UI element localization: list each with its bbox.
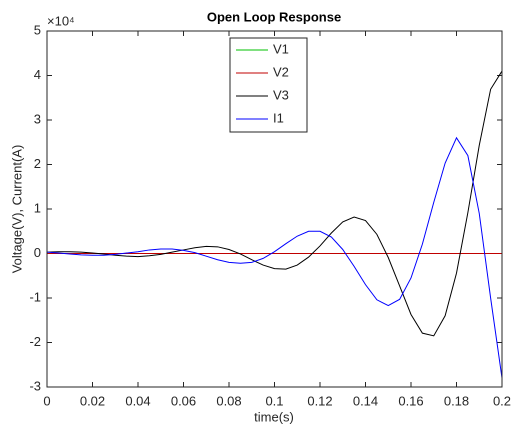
legend-label: I1 — [273, 110, 284, 125]
y-tick-label: 1 — [34, 200, 41, 215]
y-tick-label: -1 — [29, 289, 41, 304]
x-tick-label: 0.18 — [444, 393, 469, 408]
y-tick-label: 4 — [34, 67, 41, 82]
y-axis-label: Voltage(V), Current(A) — [9, 145, 24, 274]
y-exponent: ×10⁴ — [47, 13, 75, 28]
legend-label: V1 — [273, 41, 289, 56]
legend: V1 V2 V3 I1 — [229, 37, 308, 133]
y-tick-label: 3 — [34, 111, 41, 126]
legend-label: V3 — [273, 87, 289, 102]
x-tick-label: 0.2 — [493, 393, 511, 408]
y-tick-label: 0 — [34, 245, 41, 260]
legend-label: V2 — [273, 64, 289, 79]
axes-box — [46, 30, 503, 388]
y-tick-label: 5 — [34, 22, 41, 37]
line-series — [46, 70, 503, 337]
x-tick-label: 0.1 — [265, 393, 283, 408]
chart-title: Open Loop Response — [207, 9, 341, 24]
y-tick-label: -3 — [29, 378, 41, 393]
x-tick-label: 0.04 — [125, 393, 150, 408]
x-tick-label: 0.12 — [307, 393, 332, 408]
x-tick-label: 0.06 — [171, 393, 196, 408]
x-tick-label: 0.16 — [398, 393, 423, 408]
y-tick-label: -2 — [29, 334, 41, 349]
x-tick-label: 0.02 — [80, 393, 105, 408]
x-tick-label: 0.14 — [353, 393, 378, 408]
x-axis-label: time(s) — [254, 409, 294, 424]
line-series — [46, 136, 503, 379]
y-tick-label: 2 — [34, 156, 41, 171]
x-tick-label: 0.08 — [216, 393, 241, 408]
legend-box — [229, 37, 308, 133]
x-tick-label: 0 — [43, 393, 50, 408]
